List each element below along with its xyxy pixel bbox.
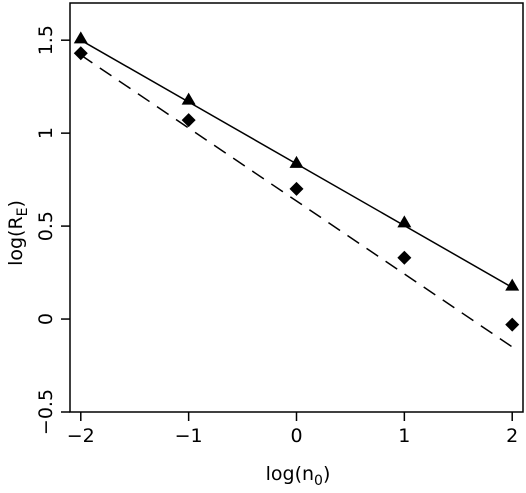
- y-axis-label: log(RE): [5, 200, 31, 266]
- diamond-marker: [73, 46, 88, 61]
- diamond-marker: [397, 250, 412, 265]
- diamond-marker: [505, 317, 520, 332]
- x-axis-label: log(n0): [266, 463, 331, 489]
- y-tick-label: 0: [35, 313, 57, 325]
- data-markers: [73, 31, 520, 332]
- diamond-marker: [181, 113, 196, 128]
- x-tick-label: 2: [506, 425, 518, 447]
- x-tick-label: 0: [290, 425, 302, 447]
- dashed-fit-line: [80, 54, 513, 348]
- x-tick-label: 1: [398, 425, 410, 447]
- y-tick-label: 1: [35, 127, 57, 139]
- triangle-marker: [397, 215, 412, 228]
- y-tick-label: −0.5: [35, 389, 57, 435]
- x-axis: −2 −1 0 1 2: [67, 412, 518, 447]
- triangle-marker: [73, 31, 88, 44]
- y-tick-label: 0.5: [35, 211, 57, 241]
- y-axis: −0.5 0 0.5 1 1.5: [35, 25, 70, 435]
- triangle-marker: [505, 278, 520, 291]
- triangle-marker: [289, 155, 304, 168]
- plot-frame: [69, 2, 524, 413]
- x-tick-label: −1: [175, 425, 203, 447]
- triangle-marker: [181, 92, 196, 105]
- y-tick-label: 1.5: [35, 25, 57, 55]
- x-tick-label: −2: [67, 425, 95, 447]
- diamond-marker: [289, 181, 304, 196]
